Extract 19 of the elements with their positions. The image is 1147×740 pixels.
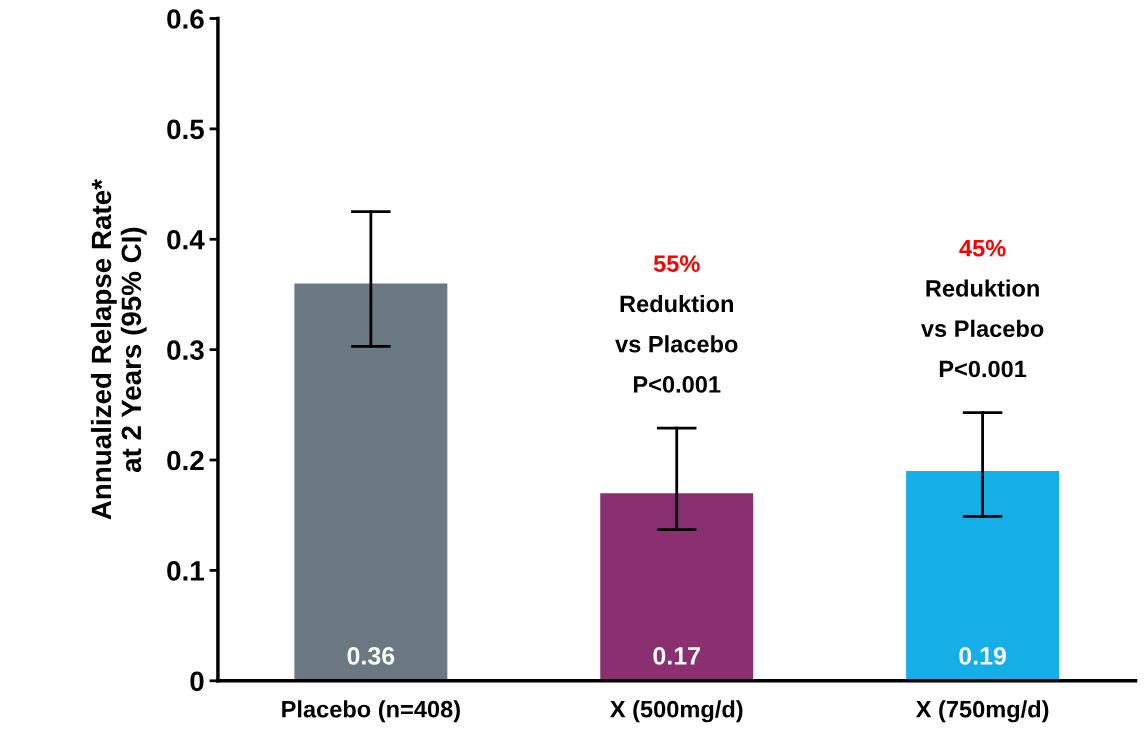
- y-axis-title: Annualized Relapse Rate* at 2 Years (95% CI): [90, 179, 147, 520]
- data-label: 0.36: [347, 647, 395, 665]
- y-tick-label: 0.2: [167, 450, 204, 471]
- y-tick-label: 0: [190, 671, 204, 692]
- data-label: 0.17: [653, 647, 700, 665]
- bar: [600, 493, 754, 681]
- y-tick-label: 0.6: [167, 9, 204, 29]
- y-tick-label: 0.5: [167, 119, 204, 140]
- x-tick-label: X (500mg/d): [610, 700, 743, 723]
- bar: [906, 471, 1060, 681]
- y-tick-label: 0.4: [167, 229, 205, 250]
- x-tick-label: X (750mg/d): [915, 700, 1049, 723]
- y-tick-label: 0.1: [167, 561, 204, 581]
- annotation: 45% Reduktion vs Placebo P<0.001: [921, 239, 1044, 378]
- y-tick-label: 0.3: [167, 340, 204, 361]
- data-label: 0.19: [959, 647, 1006, 665]
- annotation: 55% Reduktion vs Placebo P<0.001: [615, 255, 738, 393]
- x-tick-label: Placebo (n=408): [282, 700, 460, 723]
- bar: [294, 283, 448, 681]
